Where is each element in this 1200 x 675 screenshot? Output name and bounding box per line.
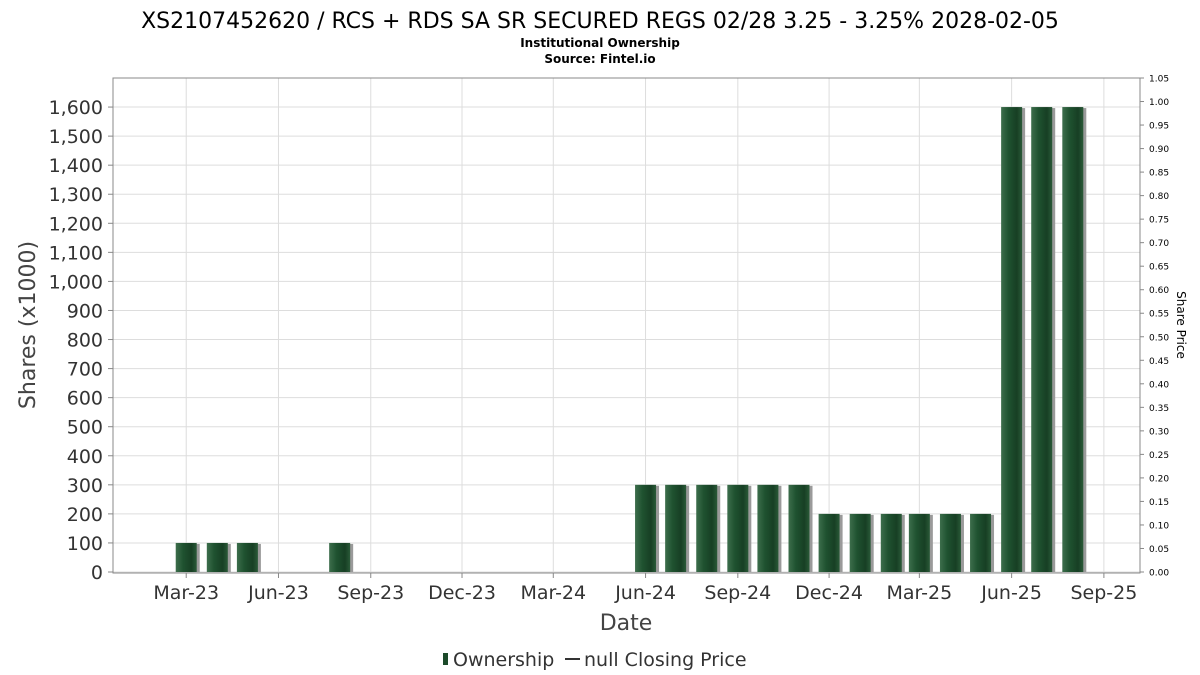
ownership-bar [635, 484, 657, 572]
y2-tick-label: 0.50 [1149, 333, 1169, 343]
ownership-bar [908, 513, 930, 572]
y-tick-label: 700 [67, 359, 103, 381]
y-tick-label: 100 [67, 533, 103, 555]
ownership-bar [849, 513, 871, 572]
plot-area-frame [112, 77, 1141, 574]
y2-tick-label: 1.00 [1149, 98, 1169, 108]
y2-tick-label: 0.15 [1149, 498, 1169, 508]
y-tick-label: 200 [67, 504, 103, 526]
y2-tick-label: 0.20 [1149, 474, 1169, 484]
x-axis-label: Date [600, 611, 653, 636]
ownership-bar [970, 513, 992, 572]
x-tick-label: Sep-25 [1070, 582, 1137, 604]
chart-title: XS2107452620 / RCS + RDS SA SR SECURED R… [141, 9, 1059, 34]
y2-tick-label: 0.05 [1149, 545, 1169, 555]
y2-tick-label: 0.85 [1149, 169, 1169, 179]
ownership-bar [175, 542, 197, 572]
y-tick-label: 800 [67, 330, 103, 352]
y-tick-label: 0 [91, 562, 103, 584]
ownership-bar [329, 542, 351, 572]
ownership-bars [175, 107, 1087, 572]
y2-tick-label: 0.10 [1149, 521, 1169, 531]
y2-tick-label: 0.25 [1149, 451, 1169, 461]
x-tick-label: Dec-23 [428, 582, 496, 604]
y2-tick-label: 0.00 [1149, 569, 1169, 579]
legend-ownership-swatch [443, 653, 448, 665]
legend-price-label: null Closing Price [584, 649, 747, 671]
y-tick-label: 1,200 [49, 213, 103, 235]
y2-tick-label: 0.75 [1149, 216, 1169, 226]
y2-tick-label: 0.40 [1149, 380, 1169, 390]
x-tick-label: Mar-24 [520, 582, 586, 604]
y2-tick-label: 0.80 [1149, 192, 1169, 202]
ownership-bar [665, 484, 687, 572]
legend: Ownership null Closing Price [443, 649, 747, 671]
x-tick-label: Jun-25 [980, 582, 1042, 604]
y-tick-label: 400 [67, 446, 103, 468]
x-tick-label: Mar-23 [153, 582, 219, 604]
ownership-bar [939, 513, 961, 572]
x-tick-label: Mar-25 [887, 582, 953, 604]
ownership-bar [1031, 107, 1053, 572]
ownership-bar [206, 542, 228, 572]
x-tick-label: Jun-23 [247, 582, 309, 604]
legend-ownership-label: Ownership [453, 649, 554, 671]
y-tick-label: 1,600 [49, 97, 103, 119]
chart-subtitle: Institutional Ownership [520, 36, 680, 50]
y-tick-label: 1,300 [49, 184, 103, 206]
x-tick-label: Jun-24 [614, 582, 676, 604]
y2-tick-label: 0.65 [1149, 263, 1169, 273]
y2-tick-label: 0.35 [1149, 404, 1169, 414]
ownership-bar [236, 542, 258, 572]
x-axis: Mar-23 Jun-23 Sep-23 Dec-23 Mar-24 Jun-24 Sep-… [153, 573, 1137, 604]
y-tick-label: 500 [67, 417, 103, 439]
y2-tick-label: 0.55 [1149, 310, 1169, 320]
y-tick-label: 900 [67, 300, 103, 322]
ownership-bar [727, 484, 749, 572]
ownership-bar [696, 484, 718, 572]
y2-tick-label: 0.45 [1149, 357, 1169, 367]
x-tick-label: Sep-24 [704, 582, 771, 604]
y2-tick-label: 0.70 [1149, 239, 1169, 249]
grid [113, 78, 1140, 573]
y2-axis: 0.00 0.05 0.10 0.15 0.20 0.25 0.30 0.35 0.40 0.45… [1140, 75, 1169, 579]
y-tick-label: 600 [67, 388, 103, 410]
y2-axis-label: Share Price [1174, 291, 1188, 359]
ownership-bar [757, 484, 779, 572]
y2-tick-label: 0.90 [1149, 145, 1169, 155]
y2-tick-label: 0.30 [1149, 427, 1169, 437]
y2-tick-label: 0.60 [1149, 286, 1169, 296]
x-tick-label: Sep-23 [337, 582, 404, 604]
ownership-bar [880, 513, 902, 572]
y-tick-label: 1,000 [49, 271, 103, 293]
y-tick-label: 1,500 [49, 126, 103, 148]
y2-tick-label: 0.95 [1149, 122, 1169, 132]
y-axis: 0 100 200 300 400 500 600 700 800 900 1,000 1,100 1,… [49, 97, 113, 584]
y-tick-label: 1,100 [49, 242, 103, 264]
ownership-bar [1062, 107, 1084, 572]
ownership-bar [788, 484, 810, 572]
ownership-bar [1001, 107, 1023, 572]
y-tick-label: 1,400 [49, 155, 103, 177]
ownership-bar [818, 513, 840, 572]
chart-source: Source: Fintel.io [544, 52, 655, 66]
y2-tick-label: 1.05 [1149, 75, 1169, 85]
x-tick-label: Dec-24 [795, 582, 863, 604]
y-axis-label: Shares (x1000) [16, 241, 41, 409]
y-tick-label: 300 [67, 475, 103, 497]
